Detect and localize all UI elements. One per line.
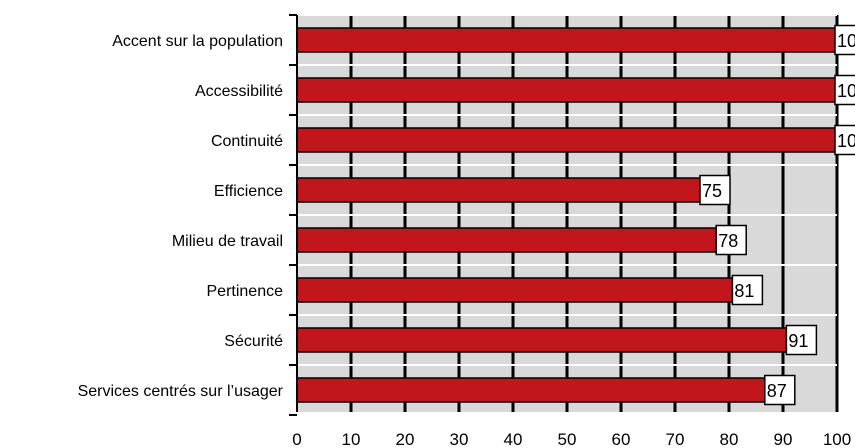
- bar: [296, 377, 768, 403]
- data-label-box: [834, 24, 855, 56]
- x-tick-label: 30: [450, 430, 469, 448]
- bar: [296, 177, 703, 203]
- category-label: Efficience: [214, 183, 283, 200]
- x-tick-label: 50: [558, 430, 577, 448]
- data-label: 75: [702, 181, 722, 201]
- category-label: Accent sur la population: [112, 33, 283, 50]
- x-tick-label: 20: [396, 430, 415, 448]
- category-label: Services centrés sur l’usager: [78, 383, 284, 400]
- bar: [296, 327, 790, 353]
- x-tick-label: 40: [504, 430, 523, 448]
- data-label-box: [834, 124, 855, 156]
- x-tick-label: 10: [342, 430, 361, 448]
- x-tick-label: 100: [823, 430, 851, 448]
- x-tick-label: 90: [774, 430, 793, 448]
- bar: [296, 27, 838, 53]
- data-label: 100: [837, 31, 855, 51]
- category-label: Pertinence: [207, 283, 284, 300]
- data-label: 78: [718, 231, 738, 251]
- data-labels: 100 100 100 75 78 81 91 87: [699, 24, 855, 406]
- data-label: 100: [837, 131, 855, 151]
- data-label: 100: [837, 81, 855, 101]
- bar: [296, 277, 736, 303]
- bar: [296, 127, 838, 153]
- x-axis-ticks: 0 10 20 30 40 50 60 70 80 90 100: [292, 430, 851, 448]
- x-tick-label: 80: [720, 430, 739, 448]
- data-label-box: [715, 224, 747, 256]
- category-labels: Accent sur la population Accessibilité Con…: [78, 33, 284, 400]
- category-label: Accessibilité: [195, 83, 283, 100]
- x-tick-label: 60: [612, 430, 631, 448]
- category-label: Continuité: [211, 133, 283, 150]
- data-label-box: [699, 174, 731, 206]
- data-label-box: [834, 74, 855, 106]
- data-label: 91: [788, 331, 808, 351]
- category-label: Sécurité: [224, 333, 283, 350]
- x-tick-label: 70: [666, 430, 685, 448]
- bar: [296, 227, 719, 253]
- x-tick-label: 0: [292, 430, 301, 448]
- bar: [296, 77, 838, 103]
- data-label: 87: [767, 381, 787, 401]
- data-label-box: [785, 324, 818, 356]
- data-label-box: [764, 374, 796, 406]
- category-label: Milieu de travail: [172, 233, 283, 250]
- data-label-box: [731, 274, 764, 306]
- data-label: 81: [734, 281, 754, 301]
